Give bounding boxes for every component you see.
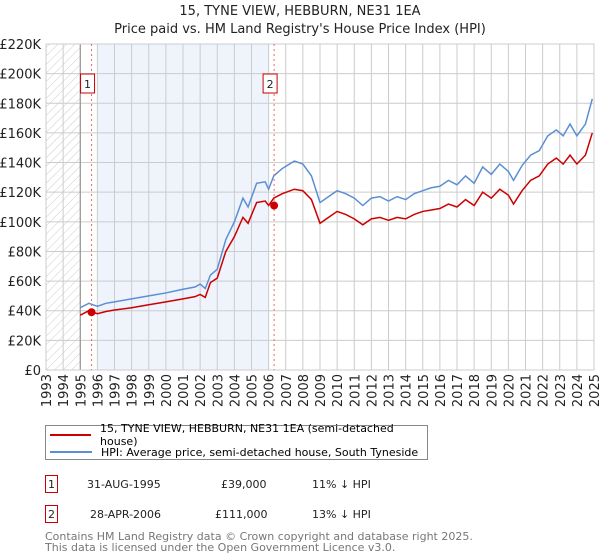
y-tick-label: £40K: [8, 305, 42, 320]
x-tick-label: 2004: [228, 374, 243, 407]
legend-swatch-blue: [50, 451, 92, 453]
transaction-hpi: 13% ↓ HPI: [312, 508, 371, 521]
x-tick-label: 2014: [400, 374, 415, 407]
price-paid-line: [79, 132, 594, 316]
x-tick-label: 1996: [91, 374, 106, 407]
x-tick-label: 2006: [263, 374, 278, 407]
x-tick-label: 1994: [57, 374, 72, 407]
sale-label-box: [80, 73, 96, 94]
legend-item-property: 15, TYNE VIEW, HEBBURN, NE31 1EA (semi-d…: [50, 422, 427, 448]
sale-label: 2: [267, 78, 274, 91]
x-tick-label: 2002: [194, 374, 209, 407]
y-tick-label: £20K: [8, 334, 42, 349]
transaction-row: 1 31-AUG-1995 £39,000 11% ↓ HPI: [45, 475, 445, 495]
x-tick-label: 2018: [468, 374, 483, 407]
plot-frame: [45, 43, 595, 371]
chart-title: 15, TYNE VIEW, HEBBURN, NE31 1EA: [179, 4, 421, 19]
legend-swatch-red: [50, 434, 92, 436]
x-tick-label: 2021: [520, 374, 535, 407]
legend-label: HPI: Average price, semi-detached house,…: [101, 445, 419, 459]
chart-subtitle: Price paid vs. HM Land Registry's House …: [114, 22, 486, 37]
x-tick-label: 2011: [348, 374, 363, 407]
chart-svg: 1 2 £0 £20K £40K £60K £80K £100K £120K £140K £160…: [0, 38, 600, 407]
x-tick-label: 1997: [109, 374, 124, 407]
x-tick-label: 1995: [74, 374, 89, 407]
x-tick-label: 2005: [246, 374, 261, 407]
footer-copyright: Contains HM Land Registry data © Crown c…: [45, 530, 473, 543]
x-tick-label: 2016: [434, 374, 449, 407]
sale-point: [270, 201, 279, 210]
transaction-badge: 2: [45, 505, 58, 523]
y-tick-label: £140K: [0, 157, 41, 172]
transaction-date: 28-APR-2006: [90, 508, 162, 521]
x-tick-label: 2017: [451, 374, 466, 407]
legend-item-hpi: HPI: Average price, semi-detached house,…: [50, 444, 418, 460]
y-tick-label: £160K: [0, 127, 41, 142]
x-tick-label: 2012: [365, 374, 380, 407]
y-tick-label: £80K: [8, 245, 42, 260]
y-tick-label: £180K: [0, 97, 41, 112]
x-tick-label: 2001: [177, 374, 192, 407]
footer-licence: This data is licensed under the Open Gov…: [45, 541, 396, 554]
sale-point: [87, 308, 96, 317]
y-tick-label: £200K: [0, 68, 41, 83]
x-tick-label: 2009: [314, 374, 329, 407]
legend-label: 15, TYNE VIEW, HEBBURN, NE31 1EA (semi-d…: [100, 422, 394, 448]
y-tick-label: £120K: [0, 186, 41, 201]
x-tick-label: 1998: [126, 374, 141, 407]
legend: 15, TYNE VIEW, HEBBURN, NE31 1EA (semi-d…: [45, 422, 428, 460]
x-tick-label: 2008: [297, 374, 312, 407]
sale-label-box: [262, 73, 278, 94]
transaction-price: £111,000: [215, 508, 268, 521]
transaction-date: 31-AUG-1995: [87, 478, 161, 491]
x-tick-label: 2003: [211, 374, 226, 407]
x-tick-label: 2010: [331, 374, 346, 407]
y-tick-label: £100K: [0, 216, 41, 231]
x-tick-label: 2007: [280, 374, 295, 407]
x-tick-label: 2019: [485, 374, 500, 407]
hpi-line: [79, 98, 594, 309]
x-tick-label: 2020: [502, 374, 517, 407]
transaction-price: £39,000: [221, 478, 267, 491]
x-tick-label: 2024: [571, 374, 586, 407]
x-tick-label: 2023: [554, 374, 569, 407]
transaction-hpi: 11% ↓ HPI: [312, 478, 371, 491]
transaction-badge: 1: [45, 475, 58, 493]
x-tick-label: 2000: [160, 374, 175, 407]
sale-label: 1: [84, 78, 91, 91]
y-tick-label: £60K: [8, 275, 42, 290]
x-tick-label: 2015: [417, 374, 432, 407]
y-tick-label: £220K: [0, 38, 41, 53]
x-tick-label: 2013: [383, 374, 398, 407]
x-tick-label: 1993: [40, 374, 55, 407]
y-tick-label: £0: [24, 364, 41, 379]
x-tick-label: 2025: [588, 374, 600, 407]
transaction-row: 2 28-APR-2006 £111,000 13% ↓ HPI: [45, 505, 445, 525]
x-tick-label: 2022: [537, 374, 552, 407]
x-tick-label: 1999: [143, 374, 158, 407]
